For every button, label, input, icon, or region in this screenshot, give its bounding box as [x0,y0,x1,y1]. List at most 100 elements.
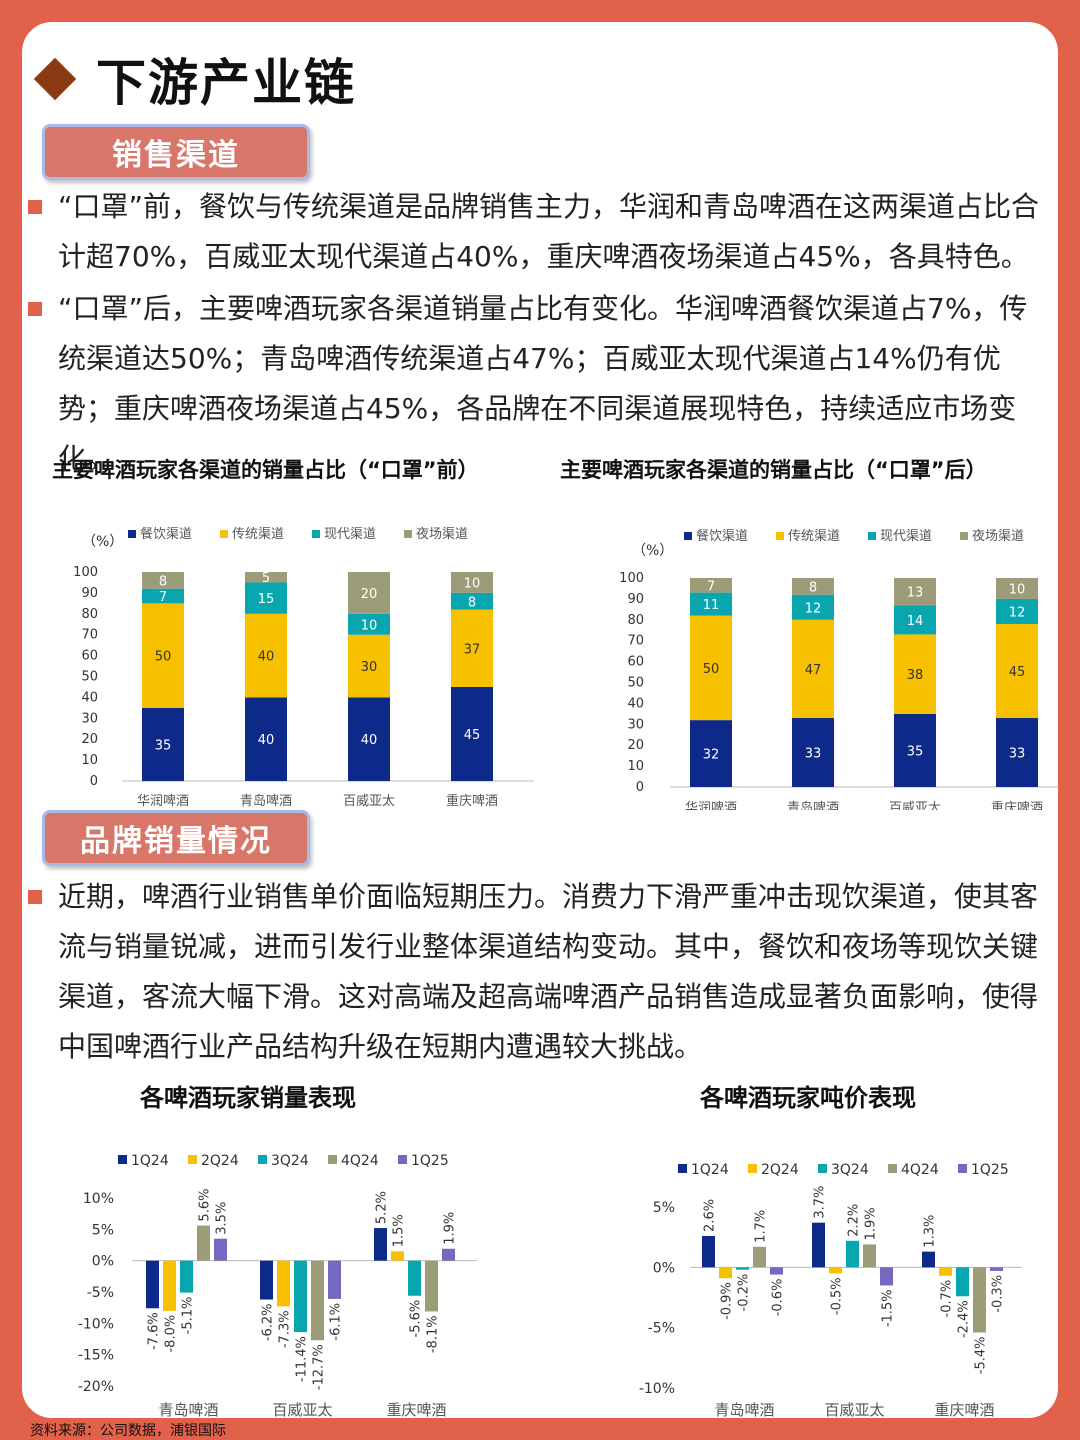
data-label: -7.3% [278,1310,293,1348]
legend-swatch [118,1155,127,1164]
y-tick-label: -5% [87,1285,114,1301]
y-tick-label: 10 [627,759,644,774]
data-label: -7.6% [147,1312,162,1350]
y-tick-label: 50 [81,670,98,685]
y-tick-label: 10% [83,1191,114,1207]
paragraph-channels-2: “口罩”后，主要啤酒玩家各渠道销量占比有变化。华润啤酒餐饮渠道占7%，传统渠道达… [22,284,1058,475]
y-tick-label: 0% [653,1260,675,1276]
data-label: -12.7% [312,1344,327,1390]
data-label: -0.3% [991,1275,1006,1313]
legend-swatch [818,1164,827,1173]
bullet-icon [28,200,42,214]
bar-segment [894,634,936,714]
legend-swatch [868,532,876,540]
y-tick-label: -10% [639,1381,675,1397]
y-tick-label: 60 [81,649,98,664]
y-tick-label: 100 [73,565,98,580]
page-title: 下游产业链 [96,54,356,112]
data-label: 33 [805,747,822,762]
legend-swatch [398,1155,407,1164]
title-row: 下游产业链 [32,44,356,114]
legend-label: 传统渠道 [232,527,284,542]
category-label: 青岛啤酒 [714,1401,774,1418]
bar [328,1260,341,1299]
bullet-icon [28,302,42,316]
bar [939,1267,952,1276]
y-tick-label: 0 [636,780,644,795]
data-label: 2.6% [703,1199,718,1232]
data-label: -0.5% [830,1277,845,1315]
chart-title-before: 主要啤酒玩家各渠道的销量占比（“口罩”前） [52,458,479,482]
bar-segment [348,613,390,635]
data-label: 45 [464,728,481,743]
data-label: 8 [809,580,817,595]
bar-segment [996,598,1038,624]
data-label: 5.2% [375,1191,390,1224]
chart-title-price: 各啤酒玩家吨价表现 [700,1084,916,1112]
y-tick-label: 90 [627,592,644,607]
data-label: 45 [1009,665,1026,680]
data-label: 14 [907,614,924,629]
data-label: -8.1% [426,1315,441,1353]
chart-volume: 1Q24 2Q24 3Q24 4Q24 1Q25 10% 5% 0% -5% -10% -15% -2… [78,1153,477,1418]
category-label: 重庆啤酒 [934,1401,994,1418]
chart-title-after: 主要啤酒玩家各渠道的销量占比（“口罩”后） [560,458,987,482]
legend-swatch [960,532,968,540]
y-tick-label: 20 [627,738,644,753]
data-label: 7 [707,579,715,594]
legend-swatch [684,532,692,540]
data-label: 40 [361,733,378,748]
content-card: 下游产业链 销售渠道 “口罩”前，餐饮与传统渠道是品牌销售主力，华润和青岛啤酒在… [22,22,1058,1418]
bar-segment [792,718,834,787]
data-label: 10 [361,618,378,633]
y-tick-label: -5% [648,1321,675,1337]
category-label: 青岛啤酒 [787,800,839,810]
bar [753,1246,766,1268]
legend-label: 夜场渠道 [972,529,1024,544]
legend-swatch [220,530,228,538]
y-tick-label: 30 [627,717,644,732]
paragraph-channels-1: “口罩”前，餐饮与传统渠道是品牌销售主力，华润和青岛啤酒在这两渠道占比合计超70… [22,182,1058,282]
y-tick-label: 60 [627,655,644,670]
data-label: -8.0% [164,1315,179,1353]
y-tick-label: 70 [627,634,644,649]
bar [146,1260,159,1309]
bar-segment [142,707,184,781]
category-label: 重庆啤酒 [991,800,1043,810]
paragraph-text: “口罩”后，主要啤酒玩家各渠道销量占比有变化。华润啤酒餐饮渠道占7%，传统渠道达… [58,292,1028,475]
legend-label: 夜场渠道 [416,527,468,542]
data-label: 40 [258,733,275,748]
legend-label: 1Q24 [131,1153,169,1169]
y-tick-label: 40 [81,690,98,705]
bar-segment [451,609,493,687]
category-label: 百威亚太 [824,1401,884,1418]
data-label: 10 [464,576,481,591]
bar [736,1267,749,1270]
bar [442,1248,455,1261]
legend-swatch [258,1155,267,1164]
legend-swatch [188,1155,197,1164]
bar-segment [894,713,936,787]
data-label: -1.5% [881,1289,896,1327]
data-label: 35 [155,738,172,753]
data-label: 12 [805,601,822,616]
data-label: -5.4% [974,1336,989,1374]
y-tick-label: -15% [78,1348,114,1364]
bar-segment [996,718,1038,787]
data-label: 3.7% [813,1186,828,1219]
data-label: 50 [703,662,720,677]
bar [163,1260,176,1311]
data-label: 38 [907,668,924,683]
legend-label: 现代渠道 [880,529,932,544]
data-label: 5.6% [198,1189,213,1222]
legend-label: 餐饮渠道 [696,528,748,544]
bar [391,1251,404,1261]
bar-segment [348,572,390,614]
data-label: 32 [703,748,720,763]
paragraph-text: “口罩”前，餐饮与传统渠道是品牌销售主力，华润和青岛啤酒在这两渠道占比合计超70… [58,190,1040,273]
legend-label: 1Q24 [691,1162,729,1178]
category-label: 百威亚太 [889,801,941,810]
y-tick-label: 20 [81,732,98,747]
bar-segment [245,697,287,781]
y-tick-label: 100 [619,571,644,586]
